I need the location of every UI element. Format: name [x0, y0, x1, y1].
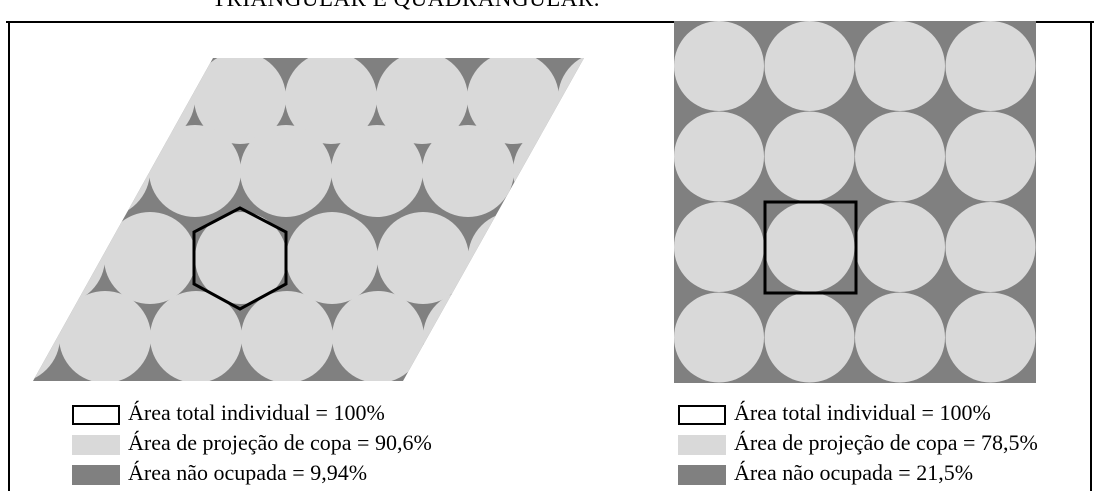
swatch-crown-area	[678, 435, 726, 455]
tree-crown-circle	[855, 202, 945, 292]
tree-crown-circle	[855, 21, 945, 111]
legend-label-crown-area: Área de projeção de copa = 90,6%	[128, 430, 432, 455]
tree-crown-circle	[764, 111, 855, 202]
tree-crown-circle	[240, 125, 332, 217]
legend-label-total-area: Área total individual = 100%	[128, 400, 385, 425]
tree-crown-circle	[422, 125, 514, 217]
tree-crown-circle	[377, 212, 469, 304]
tree-crown-circle	[674, 292, 764, 383]
tree-crown-circle	[241, 291, 333, 381]
tree-crown-circle	[855, 292, 945, 383]
left-border	[8, 22, 10, 491]
tree-crown-circle	[764, 21, 855, 111]
tree-crown-circle	[376, 58, 468, 144]
tree-crown-circle	[674, 202, 764, 292]
tree-crown-circle	[945, 21, 1036, 111]
figure-title: TRIANGULAR E QUADRANGULAR.	[212, 0, 600, 12]
tree-crown-circle	[149, 125, 241, 217]
swatch-total-area	[72, 405, 120, 425]
tree-crown-circle	[285, 58, 377, 144]
legend-label-unoccupied-area: Área não ocupada = 9,94%	[128, 460, 368, 485]
legend-label-unoccupied-area: Área não ocupada = 21,5%	[734, 460, 974, 485]
top-rule	[6, 21, 1094, 23]
tree-crown-circle	[945, 111, 1036, 202]
swatch-unoccupied-area	[678, 465, 726, 485]
right-border	[1090, 22, 1092, 491]
tree-crown-circle	[286, 212, 378, 304]
tree-crown-circle	[855, 111, 945, 202]
tree-crown-circle	[150, 291, 242, 381]
tree-crown-circle	[674, 21, 764, 111]
swatch-unoccupied-area	[72, 465, 120, 485]
tree-crown-circle	[59, 291, 151, 381]
legend-label-crown-area: Área de projeção de copa = 78,5%	[734, 430, 1038, 455]
legend-label-total-area: Área total individual = 100%	[734, 400, 991, 425]
tree-crown-circle	[945, 292, 1036, 383]
tree-crown-circle	[194, 58, 286, 144]
individual-area-hexagon	[192, 206, 288, 311]
tree-crown-circle	[467, 58, 559, 144]
tree-crown-circle	[195, 212, 287, 304]
tree-crown-circle	[764, 292, 855, 383]
swatch-crown-area	[72, 435, 120, 455]
swatch-total-area	[678, 405, 726, 425]
individual-area-square	[763, 200, 858, 295]
tree-crown-circle	[104, 212, 196, 304]
tree-crown-circle	[945, 202, 1036, 292]
tree-crown-circle	[332, 291, 424, 381]
tree-crown-circle	[331, 125, 423, 217]
tree-crown-circle	[674, 111, 764, 202]
tree-crown-circle	[764, 202, 855, 292]
